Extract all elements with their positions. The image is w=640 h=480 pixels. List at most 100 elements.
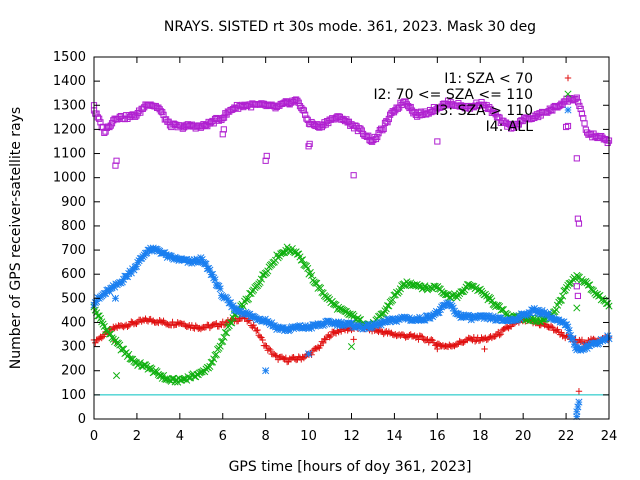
y-tick-label: 800: [61, 219, 86, 234]
data-point: [584, 281, 592, 289]
outlier-point: [350, 172, 357, 179]
outlier-point: [481, 345, 488, 353]
y-tick-label: 500: [61, 291, 86, 306]
data-point: [126, 355, 134, 363]
legend-marker: [564, 122, 572, 130]
y-axis-label: Number of GPS receiver-satellite rays: [8, 107, 24, 369]
legend-marker: [564, 74, 572, 82]
data-point: [217, 338, 226, 346]
x-tick-label: 20: [515, 429, 532, 444]
legend-label: I1: SZA < 70: [444, 71, 533, 87]
data-point: [475, 337, 483, 345]
y-tick-label: 300: [61, 340, 86, 355]
data-point: [441, 291, 450, 299]
data-point: [547, 322, 555, 330]
axis-ticks: 0100200300400500600700800900100011001200…: [53, 50, 617, 444]
data-point: [573, 94, 580, 101]
data-point: [207, 358, 215, 366]
data-point: [211, 276, 219, 284]
data-point: [356, 315, 365, 324]
x-tick-label: 22: [558, 429, 575, 444]
data-point: [253, 327, 260, 335]
data-point: [417, 332, 425, 340]
series-4: [90, 94, 613, 300]
data-point: [219, 337, 227, 345]
x-tick-label: 6: [219, 429, 227, 444]
y-tick-label: 900: [61, 195, 86, 210]
data-point: [303, 115, 310, 122]
y-tick-label: 700: [61, 243, 86, 258]
outlier-point: [575, 388, 583, 395]
data-point: [557, 296, 565, 304]
outlier-point: [574, 403, 582, 411]
outlier-point: [434, 138, 441, 145]
data-point: [125, 322, 132, 329]
data-point: [105, 330, 114, 338]
data-point: [463, 281, 471, 289]
outlier-point: [111, 294, 120, 302]
outlier-point: [113, 157, 120, 164]
x-tick-label: 2: [133, 429, 141, 444]
y-tick-label: 200: [61, 364, 86, 379]
data-point: [250, 321, 257, 329]
outlier-point: [562, 123, 570, 131]
data-point: [495, 113, 502, 121]
y-tick-label: 1300: [53, 98, 86, 113]
data-point: [565, 326, 573, 335]
data-point: [223, 329, 231, 337]
data-point: [414, 282, 423, 290]
data-point: [96, 115, 103, 122]
y-tick-label: 1500: [53, 50, 86, 65]
data-point: [244, 295, 253, 303]
x-tick-label: 0: [90, 429, 98, 444]
data-point: [297, 256, 305, 264]
data-point: [257, 275, 265, 283]
data-point: [496, 331, 503, 339]
y-tick-label: 100: [61, 388, 86, 403]
data-point: [228, 319, 236, 327]
data-point: [497, 330, 505, 338]
outlier-point: [262, 367, 270, 375]
data-point: [394, 105, 401, 112]
data-point: [100, 322, 108, 330]
data-point: [226, 319, 235, 327]
legend-marker: [564, 90, 572, 98]
legend-marker: [564, 106, 572, 114]
data-point: [300, 354, 308, 362]
data-point: [578, 336, 586, 344]
data-point: [581, 120, 588, 127]
outlier-point: [350, 336, 357, 343]
outlier-point: [263, 152, 270, 160]
data-point: [575, 99, 582, 106]
outlier-point: [305, 350, 313, 358]
x-tick-label: 18: [472, 429, 489, 444]
data-point: [559, 292, 567, 300]
data-point: [556, 297, 564, 305]
data-point: [372, 135, 380, 143]
x-axis-label: GPS time [hours of doy 361, 2023]: [229, 459, 472, 475]
data-point: [499, 306, 507, 314]
outlier-point: [347, 343, 356, 351]
data-point: [254, 326, 261, 334]
data-point: [383, 302, 392, 310]
outlier-point: [434, 345, 441, 353]
data-point: [552, 306, 560, 314]
y-tick-label: 600: [61, 267, 86, 282]
data-point: [216, 285, 224, 293]
x-tick-label: 12: [343, 429, 360, 444]
data-point: [327, 332, 335, 340]
outlier-point: [574, 292, 581, 300]
y-tick-label: 1000: [53, 171, 86, 186]
outlier-point: [573, 155, 580, 162]
outlier-point: [220, 126, 227, 133]
x-tick-label: 24: [601, 429, 618, 444]
data-point: [216, 342, 224, 350]
data-point: [385, 115, 392, 123]
data-point: [336, 305, 344, 313]
data-point: [265, 345, 273, 352]
y-tick-label: 1100: [53, 147, 86, 162]
data-point: [569, 334, 577, 343]
x-tick-label: 4: [176, 429, 184, 444]
data-point: [278, 249, 286, 257]
data-point: [98, 318, 106, 326]
